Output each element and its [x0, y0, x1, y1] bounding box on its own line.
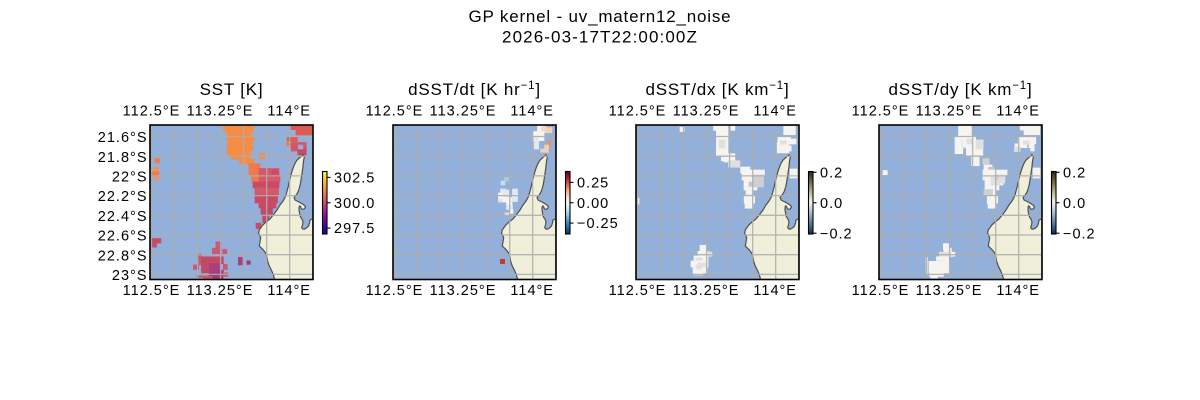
svg-text:112.5°E: 112.5°E [123, 103, 181, 119]
svg-text:0.00: 0.00 [577, 196, 609, 212]
svg-text:113.25°E: 113.25°E [673, 103, 740, 119]
svg-text:114°E: 114°E [267, 283, 311, 299]
svg-text:114°E: 114°E [510, 283, 554, 299]
svg-text:113.25°E: 113.25°E [673, 283, 740, 299]
svg-text:22.6°S: 22.6°S [98, 229, 148, 245]
svg-text:dSST/dt [K hr−1]: dSST/dt [K hr−1] [408, 80, 541, 99]
svg-text:0.2: 0.2 [820, 165, 843, 181]
svg-text:113.25°E: 113.25°E [430, 103, 497, 119]
svg-text:300.0: 300.0 [334, 196, 375, 212]
svg-text:112.5°E: 112.5°E [852, 283, 910, 299]
svg-text:22.4°S: 22.4°S [98, 209, 148, 225]
svg-text:22°S: 22°S [112, 170, 148, 186]
svg-text:113.25°E: 113.25°E [187, 103, 254, 119]
svg-text:113.25°E: 113.25°E [916, 283, 983, 299]
svg-text:0.2: 0.2 [1063, 165, 1086, 181]
svg-text:0.25: 0.25 [577, 176, 609, 192]
svg-text:−0.2: −0.2 [1063, 226, 1096, 242]
svg-text:114°E: 114°E [510, 103, 554, 119]
svg-text:112.5°E: 112.5°E [366, 103, 424, 119]
svg-text:112.5°E: 112.5°E [609, 283, 667, 299]
svg-text:dSST/dx [K km−1]: dSST/dx [K km−1] [645, 80, 789, 99]
svg-text:114°E: 114°E [753, 283, 797, 299]
svg-text:0.0: 0.0 [1063, 196, 1086, 212]
svg-text:0.0: 0.0 [820, 196, 843, 212]
svg-text:114°E: 114°E [753, 103, 797, 119]
svg-text:113.25°E: 113.25°E [430, 283, 497, 299]
svg-text:SST [K]: SST [K] [200, 80, 264, 99]
svg-text:GP kernel - uv_matern12_noise: GP kernel - uv_matern12_noise [469, 7, 732, 26]
svg-text:22.8°S: 22.8°S [98, 248, 148, 264]
svg-text:21.8°S: 21.8°S [98, 150, 148, 166]
svg-text:114°E: 114°E [996, 103, 1040, 119]
svg-text:297.5: 297.5 [334, 221, 375, 237]
svg-text:−0.2: −0.2 [820, 226, 853, 242]
svg-text:112.5°E: 112.5°E [609, 103, 667, 119]
svg-text:21.6°S: 21.6°S [98, 130, 148, 146]
svg-text:23°S: 23°S [112, 268, 148, 284]
svg-text:114°E: 114°E [996, 283, 1040, 299]
svg-text:113.25°E: 113.25°E [916, 103, 983, 119]
svg-text:22.2°S: 22.2°S [98, 189, 148, 205]
svg-text:114°E: 114°E [267, 103, 311, 119]
svg-text:−0.25: −0.25 [577, 216, 619, 232]
svg-text:113.25°E: 113.25°E [187, 283, 254, 299]
svg-text:112.5°E: 112.5°E [123, 283, 181, 299]
svg-text:2026-03-17T22:00:00Z: 2026-03-17T22:00:00Z [502, 27, 698, 46]
svg-text:dSST/dy [K km−1]: dSST/dy [K km−1] [888, 80, 1032, 99]
svg-text:112.5°E: 112.5°E [852, 103, 910, 119]
svg-text:302.5: 302.5 [334, 171, 375, 187]
svg-text:112.5°E: 112.5°E [366, 283, 424, 299]
